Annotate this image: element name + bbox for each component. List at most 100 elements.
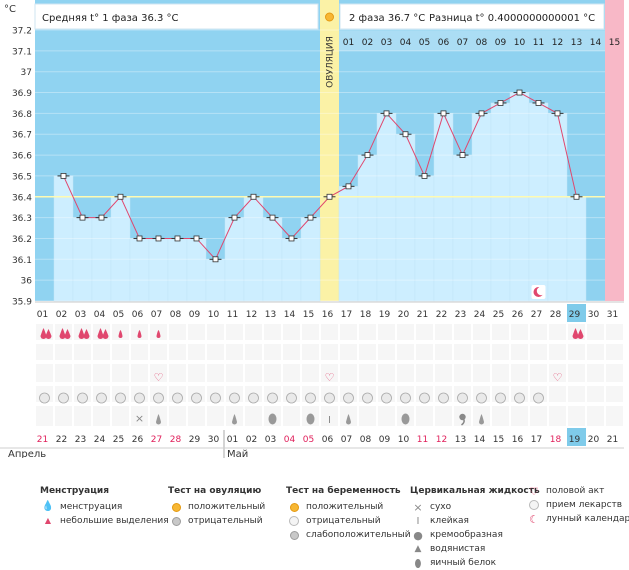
- egg-white-icon: [268, 413, 277, 425]
- calendar-date: 11: [417, 435, 428, 445]
- symptom-cell: [378, 324, 395, 340]
- temperature-point: [307, 214, 314, 221]
- symptom-cell: [112, 344, 129, 360]
- symptom-cell: [150, 344, 167, 360]
- symptom-cell: [131, 344, 148, 360]
- calendar-date: 27: [151, 435, 162, 445]
- symptom-cell: [245, 324, 262, 340]
- calendar-date: 05: [303, 435, 314, 445]
- symptom-cell: [321, 406, 338, 426]
- temperature-bar: [490, 102, 511, 302]
- temperature-bars: [53, 92, 587, 302]
- temperature-chart: °C 37.2 37.1 37 36.9 36.8 36.7 36.6 36.5 36.4 36.3…: [0, 0, 624, 458]
- temperature-point: [497, 100, 504, 106]
- negative-pregnancy-icon: [286, 516, 302, 526]
- legend-menstruation-title: Менструация: [40, 486, 109, 496]
- symptom-cell: [606, 386, 623, 402]
- symptom-cell: [264, 324, 281, 340]
- temperature-point: [174, 235, 181, 242]
- symptom-cell: [150, 364, 167, 382]
- symptom-cell: [435, 406, 452, 426]
- symptom-cell: [492, 324, 509, 340]
- symptom-cell: [283, 344, 300, 360]
- symptom-cell: [55, 344, 72, 360]
- symptom-cell: [549, 406, 566, 426]
- symptom-cell: [302, 324, 319, 340]
- symptom-cell: [188, 364, 205, 382]
- temperature-point: [421, 173, 428, 179]
- temperature-point: [79, 214, 86, 221]
- y-tick-label: 36.1: [12, 256, 32, 266]
- phase2-day-label: 01: [343, 38, 354, 48]
- symptom-cell: [55, 406, 72, 426]
- watery-icon: ▲: [414, 543, 422, 554]
- temperature-point: [250, 193, 257, 200]
- calendar-date: 13: [455, 435, 466, 445]
- small-drop-icon: ▲: [44, 516, 52, 525]
- symptom-cell: [93, 406, 110, 426]
- symptom-cell: [568, 364, 585, 382]
- symptom-cell: [321, 364, 338, 382]
- calendar-date: 25: [113, 435, 124, 445]
- current-date-marker: [567, 428, 586, 446]
- symptom-cell: [378, 406, 395, 426]
- cycle-day-label: 06: [132, 310, 144, 320]
- ovulation-label: ОВУЛЯЦИЯ: [326, 36, 336, 88]
- cycle-day-label: 07: [151, 310, 162, 320]
- calendar-date: 26: [132, 435, 144, 445]
- pill-icon: [438, 392, 449, 404]
- phase2-day-label: 06: [438, 38, 450, 48]
- calendar-date: 09: [379, 435, 391, 445]
- temperature-point: [231, 214, 238, 221]
- symptom-cell: [606, 324, 623, 340]
- symptom-cell: [587, 344, 604, 360]
- temperature-bar: [338, 186, 359, 302]
- legend-label: отрицательный: [188, 516, 263, 526]
- symptom-cell: [264, 344, 281, 360]
- symptom-cell: [397, 344, 414, 360]
- temperature-bar: [357, 154, 378, 302]
- symptom-cell: [473, 344, 490, 360]
- cycle-day-label: 30: [588, 310, 600, 320]
- cycle-day-label: 16: [322, 310, 334, 320]
- cycle-day-label: 19: [379, 310, 391, 320]
- calendar-date: 21: [607, 435, 618, 445]
- menstruation-drop-icon: [572, 328, 579, 339]
- pill-icon: [362, 392, 373, 404]
- temperature-point: [117, 193, 124, 200]
- legend-label: положительный: [188, 502, 266, 512]
- symptom-cell: [188, 406, 205, 426]
- temperature-point: [383, 110, 390, 117]
- legend-label: небольшие выделения: [60, 516, 169, 526]
- y-tick-label: 36.7: [12, 131, 32, 141]
- calendar-date: 23: [75, 435, 86, 445]
- temperature-point: [402, 131, 409, 138]
- symptom-cell: [74, 364, 91, 382]
- pill-icon: [210, 392, 221, 404]
- egg-white-icon: ⬮: [414, 556, 422, 570]
- symptom-cell: [530, 364, 547, 382]
- pill-icon: [58, 392, 69, 404]
- small-discharge-icon: [118, 330, 123, 338]
- phase2-day-label: 02: [362, 38, 373, 48]
- temperature-point: [212, 256, 219, 263]
- symptom-cell: [568, 386, 585, 402]
- symptom-cell: [454, 344, 471, 360]
- pill-icon: [134, 392, 145, 404]
- heart-icon: ♡: [154, 371, 164, 384]
- temperature-point: [364, 152, 371, 158]
- pill-icon: [96, 392, 107, 404]
- pill-icon: [476, 392, 487, 404]
- phase2-day-label: 03: [381, 38, 392, 48]
- legend-pregnancy-test: Тест на беременность положительный отриц…: [286, 484, 411, 542]
- calendar-date: 01: [227, 435, 238, 445]
- temperature-point: [554, 110, 561, 117]
- symptom-cell: [587, 386, 604, 402]
- legend-ovulation-test: Тест на овуляцию положительный отрицател…: [168, 484, 265, 528]
- pill-icon: [526, 500, 542, 510]
- symptom-cell: [378, 364, 395, 382]
- calendar-date: 06: [322, 435, 334, 445]
- y-tick-label: 37: [21, 68, 32, 78]
- symptom-cell: [93, 344, 110, 360]
- pill-icon: [381, 392, 392, 404]
